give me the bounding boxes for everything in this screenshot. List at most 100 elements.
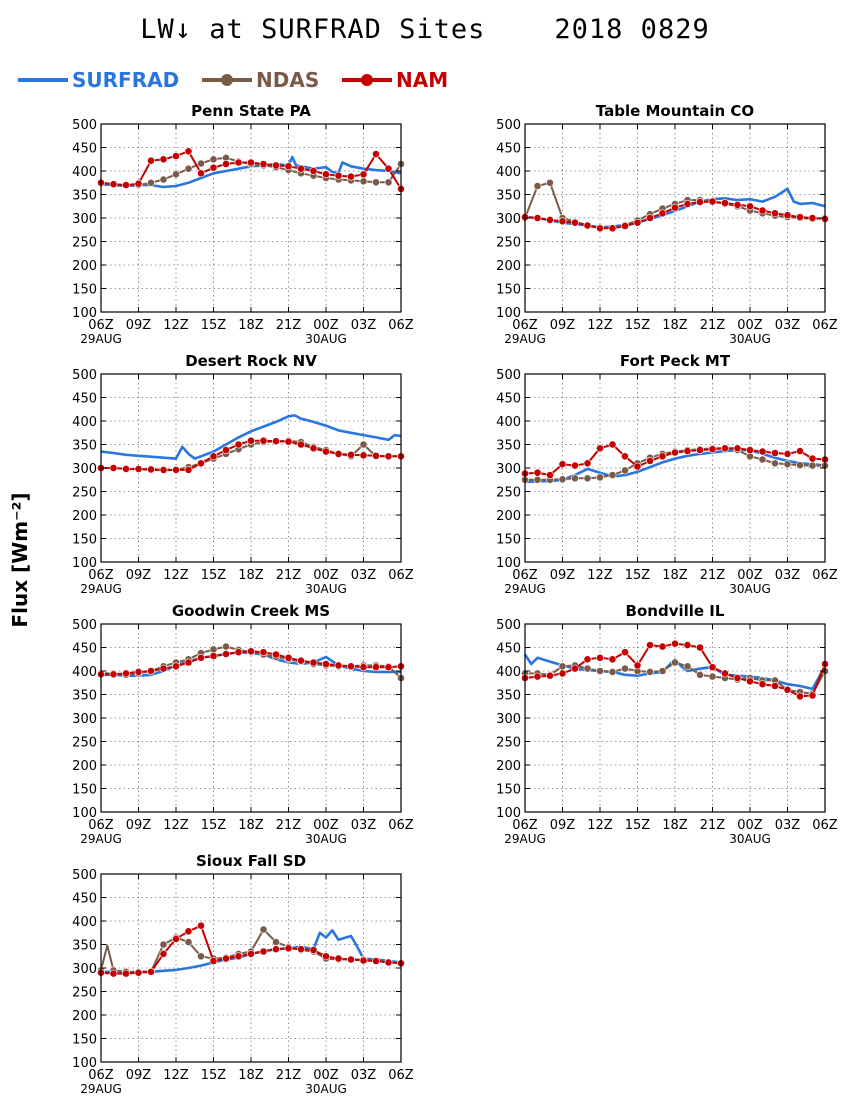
data-point-ndas	[558, 475, 567, 484]
y-tick-label: 250	[496, 486, 521, 501]
data-point-nam	[309, 658, 318, 667]
data-point-nam	[247, 158, 255, 167]
data-point-nam	[272, 945, 280, 954]
y-tick-label: 450	[496, 392, 521, 407]
y-tick-label: 250	[72, 236, 97, 251]
legend-label-nam: NAM	[396, 68, 449, 92]
data-point-nam	[571, 664, 579, 673]
x-tick-label: 06Z	[388, 818, 414, 833]
data-point-nam	[571, 218, 579, 227]
y-tick-label: 350	[72, 689, 97, 704]
data-point-nam	[322, 170, 330, 179]
data-point-nam	[284, 162, 293, 171]
data-point-nam	[134, 668, 143, 676]
y-tick-label: 200	[496, 509, 521, 524]
x-tick-label: 09Z	[550, 318, 576, 333]
data-point-nam	[571, 461, 579, 470]
data-point-nam	[671, 639, 679, 648]
y-tick-label: 400	[496, 165, 521, 180]
data-point-nam	[147, 465, 155, 474]
x-tick-label: 09Z	[126, 568, 152, 583]
data-point-nam	[696, 198, 704, 206]
y-tick-label: 500	[496, 618, 521, 633]
y-tick-label: 400	[72, 665, 97, 680]
x-tick-label: 12Z	[163, 1068, 189, 1083]
y-tick-label: 350	[72, 189, 97, 204]
data-point-nam	[159, 664, 168, 673]
x-tick-label: 15Z	[201, 568, 227, 583]
data-point-nam	[147, 156, 155, 165]
y-tick-label: 350	[496, 689, 521, 704]
y-tick-label: 300	[72, 712, 97, 727]
data-point-nam	[347, 450, 355, 459]
data-point-nam	[359, 170, 368, 179]
data-point-nam	[758, 680, 767, 689]
data-point-ndas	[683, 662, 692, 671]
data-point-ndas	[771, 459, 779, 468]
date-label: 29AUG	[80, 1082, 122, 1096]
data-point-nam	[184, 147, 193, 156]
data-point-nam	[284, 944, 293, 953]
y-tick-label: 200	[496, 759, 521, 774]
data-point-nam	[284, 437, 293, 446]
data-point-nam	[134, 968, 143, 977]
data-point-nam	[608, 224, 617, 233]
data-point-nam	[359, 663, 368, 672]
data-point-nam	[109, 670, 118, 679]
data-point-nam	[771, 209, 779, 218]
data-point-nam	[796, 692, 804, 701]
data-point-nam	[197, 653, 205, 662]
x-tick-label: 18Z	[238, 568, 264, 583]
data-point-ndas	[621, 466, 629, 475]
data-point-nam	[646, 641, 654, 649]
x-tick-label: 03Z	[351, 1068, 377, 1083]
data-point-nam	[372, 957, 380, 965]
data-point-nam	[596, 653, 604, 662]
data-point-nam	[197, 921, 205, 930]
y-tick-label: 400	[496, 665, 521, 680]
panel-title: Desert Rock NV	[185, 352, 317, 370]
date-label: 30AUG	[305, 332, 347, 346]
y-tick-label: 100	[72, 1056, 97, 1071]
data-point-nam	[658, 209, 667, 218]
y-tick-label: 200	[496, 259, 521, 274]
data-point-nam	[309, 444, 318, 453]
data-point-nam	[696, 643, 704, 652]
y-tick-label: 450	[72, 892, 97, 907]
x-tick-label: 00Z	[737, 568, 763, 583]
y-tick-label: 350	[72, 939, 97, 954]
data-point-nam	[658, 642, 667, 651]
legend-swatch-surfrad	[18, 78, 68, 82]
data-point-nam	[222, 650, 230, 658]
data-point-nam	[334, 954, 343, 963]
data-point-nam	[808, 691, 817, 700]
data-point-ndas	[272, 938, 280, 946]
y-tick-label: 300	[72, 212, 97, 227]
data-point-nam	[808, 214, 817, 222]
data-point-nam	[708, 663, 717, 672]
x-tick-label: 03Z	[351, 568, 377, 583]
x-tick-label: 06Z	[512, 568, 538, 583]
x-tick-label: 09Z	[126, 1068, 152, 1083]
data-point-nam	[159, 465, 168, 474]
data-point-nam	[546, 471, 554, 479]
data-point-nam	[297, 164, 305, 173]
y-tick-label: 450	[496, 642, 521, 657]
y-tick-label: 150	[72, 283, 97, 298]
data-point-nam	[122, 669, 130, 678]
x-tick-label: 06Z	[388, 318, 414, 333]
data-point-nam	[733, 674, 742, 682]
x-tick-label: 06Z	[88, 568, 114, 583]
y-tick-label: 250	[72, 486, 97, 501]
x-tick-label: 15Z	[625, 318, 651, 333]
data-point-ndas	[159, 940, 168, 949]
data-point-nam	[558, 669, 567, 678]
y-tick-label: 200	[72, 1009, 97, 1024]
data-point-ndas	[758, 455, 767, 464]
data-point-nam	[109, 464, 118, 472]
data-point-ndas	[184, 164, 193, 173]
x-tick-label: 18Z	[238, 818, 264, 833]
data-point-nam	[284, 653, 293, 662]
data-point-ndas	[372, 178, 380, 187]
y-tick-label: 450	[72, 142, 97, 157]
